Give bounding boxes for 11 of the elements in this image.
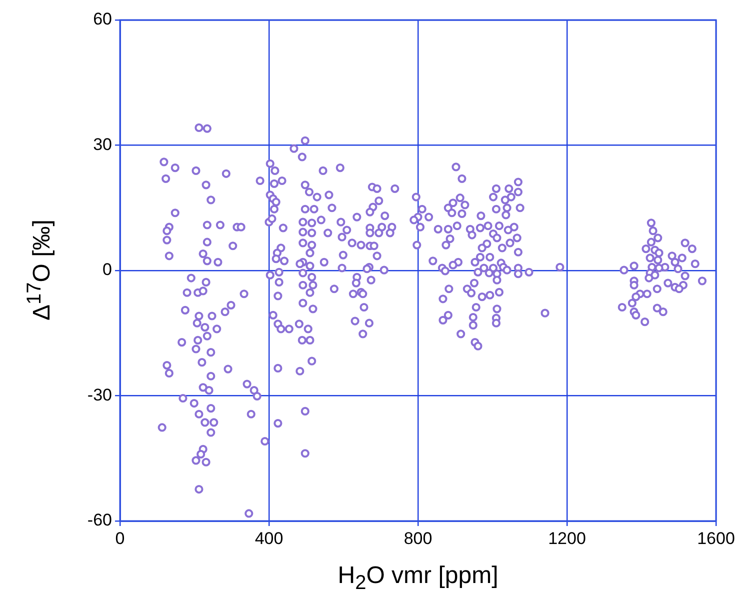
y-tick-label: 60 <box>93 10 112 29</box>
x-tick-label: 400 <box>254 528 284 548</box>
y-tick-label: 0 <box>102 260 112 280</box>
x-axis-title: H$_{2}$O vmr [ppm] <box>336 562 500 595</box>
y-tick-label: -60 <box>87 510 112 530</box>
x-tick-label: 1600 <box>697 528 735 548</box>
x-tick-label: 800 <box>404 528 432 548</box>
y-tick-label: -30 <box>87 385 112 404</box>
y-tick-label: 30 <box>93 134 112 154</box>
x-tick-label: 1200 <box>548 528 586 548</box>
x-tick-label: 0 <box>115 528 125 548</box>
